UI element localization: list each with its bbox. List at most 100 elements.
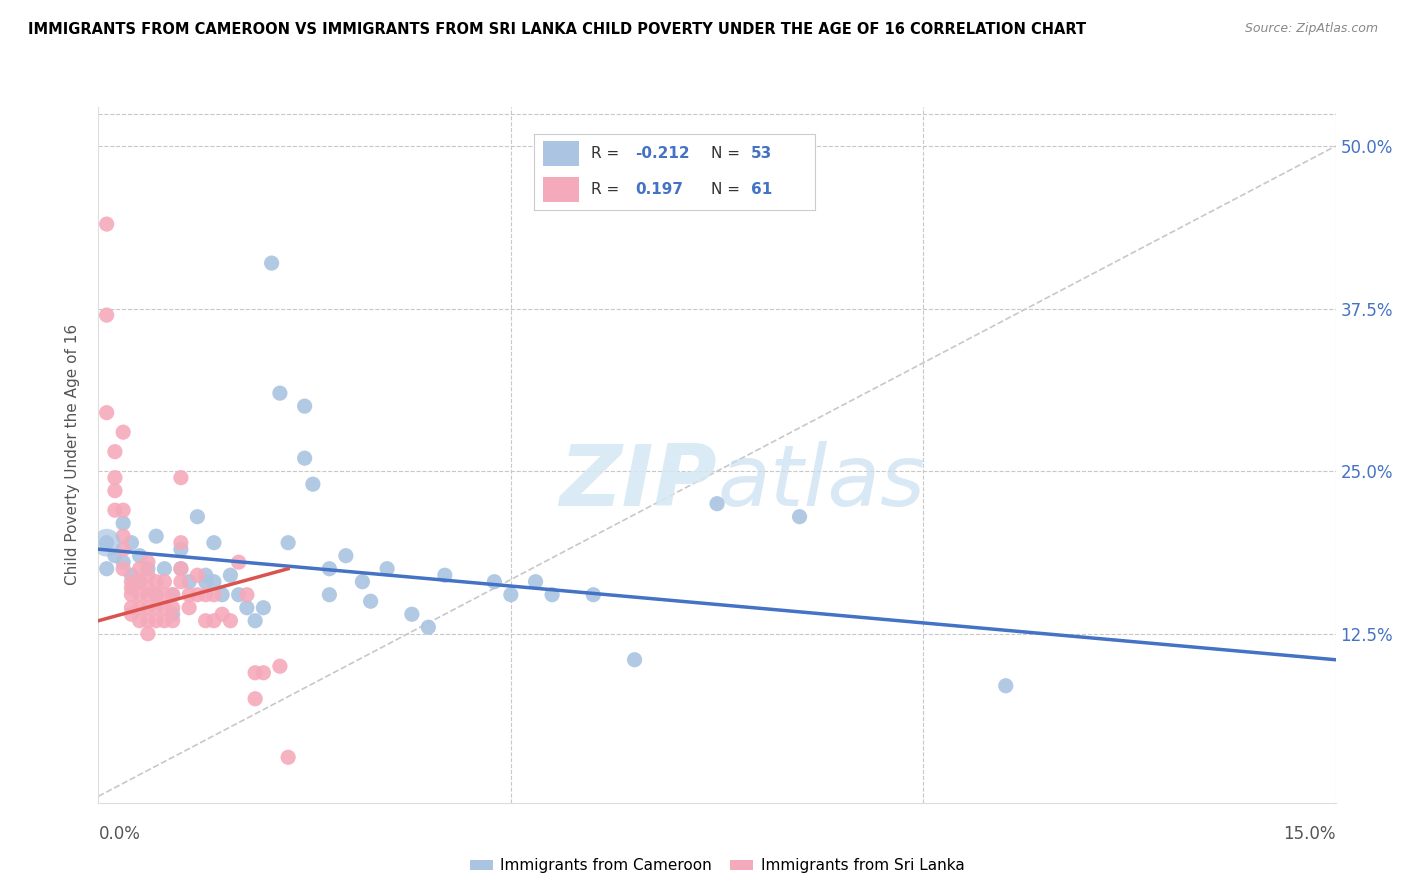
Text: -0.212: -0.212	[636, 145, 690, 161]
Point	[623, 653, 645, 667]
Point	[145, 600, 167, 615]
Point	[211, 588, 233, 602]
Point	[128, 574, 150, 589]
Point	[170, 562, 193, 576]
Text: atlas: atlas	[717, 442, 925, 524]
Point	[236, 588, 259, 602]
Point	[145, 588, 167, 602]
Point	[789, 509, 811, 524]
Point	[202, 614, 225, 628]
Text: R =: R =	[591, 182, 624, 196]
Point	[252, 665, 274, 680]
Point	[335, 549, 357, 563]
Point	[136, 614, 159, 628]
Point	[252, 600, 274, 615]
Point	[128, 588, 150, 602]
Point	[145, 588, 167, 602]
Point	[104, 471, 127, 485]
Point	[112, 516, 135, 531]
Point	[136, 600, 159, 615]
Point	[186, 588, 208, 602]
Point	[162, 600, 184, 615]
Point	[194, 614, 217, 628]
Point	[96, 535, 118, 549]
Text: 53: 53	[751, 145, 772, 161]
Point	[499, 588, 522, 602]
Point	[120, 600, 142, 615]
Text: 0.0%: 0.0%	[98, 825, 141, 843]
Point	[170, 535, 193, 549]
Point	[128, 600, 150, 615]
Point	[277, 750, 299, 764]
Point	[170, 471, 193, 485]
Point	[128, 574, 150, 589]
Point	[145, 614, 167, 628]
Point	[136, 555, 159, 569]
Point	[277, 535, 299, 549]
Point	[170, 542, 193, 557]
Point	[194, 574, 217, 589]
Text: 61: 61	[751, 182, 772, 196]
Point	[418, 620, 440, 634]
Point	[128, 562, 150, 576]
Point	[170, 574, 193, 589]
Point	[360, 594, 382, 608]
Point	[136, 562, 159, 576]
Point	[120, 607, 142, 622]
Point	[136, 568, 159, 582]
Point	[153, 600, 176, 615]
Point	[112, 529, 135, 543]
Point	[228, 588, 250, 602]
Point	[352, 574, 374, 589]
Point	[96, 562, 118, 576]
Point	[260, 256, 283, 270]
Point	[375, 562, 398, 576]
Point	[112, 503, 135, 517]
Point	[170, 562, 193, 576]
Point	[153, 588, 176, 602]
Text: 15.0%: 15.0%	[1284, 825, 1336, 843]
Point	[112, 542, 135, 557]
Point	[120, 581, 142, 595]
Point	[202, 574, 225, 589]
Text: 0.197: 0.197	[636, 182, 683, 196]
Point	[243, 614, 266, 628]
Point	[524, 574, 547, 589]
Point	[294, 399, 316, 413]
Text: R =: R =	[591, 145, 624, 161]
Point	[112, 425, 135, 439]
Point	[96, 535, 118, 549]
Point	[541, 588, 564, 602]
Text: N =: N =	[711, 145, 745, 161]
Point	[104, 444, 127, 458]
Point	[120, 568, 142, 582]
Point	[120, 535, 142, 549]
Y-axis label: Child Poverty Under the Age of 16: Child Poverty Under the Age of 16	[65, 325, 80, 585]
Point	[162, 614, 184, 628]
Point	[219, 614, 242, 628]
Legend: Immigrants from Cameroon, Immigrants from Sri Lanka: Immigrants from Cameroon, Immigrants fro…	[464, 852, 970, 880]
Point	[153, 562, 176, 576]
Bar	[543, 177, 579, 202]
Point	[145, 529, 167, 543]
Point	[219, 568, 242, 582]
Point	[994, 679, 1017, 693]
Point	[194, 568, 217, 582]
Point	[318, 562, 340, 576]
Point	[294, 451, 316, 466]
Point	[202, 588, 225, 602]
Point	[104, 503, 127, 517]
Point	[128, 614, 150, 628]
Point	[484, 574, 506, 589]
Text: N =: N =	[711, 182, 745, 196]
Point	[401, 607, 423, 622]
Point	[120, 588, 142, 602]
Point	[153, 614, 176, 628]
Point	[706, 497, 728, 511]
Point	[211, 607, 233, 622]
Point	[269, 659, 291, 673]
Point	[104, 549, 127, 563]
Point	[136, 626, 159, 640]
Point	[194, 588, 217, 602]
Point	[136, 588, 159, 602]
